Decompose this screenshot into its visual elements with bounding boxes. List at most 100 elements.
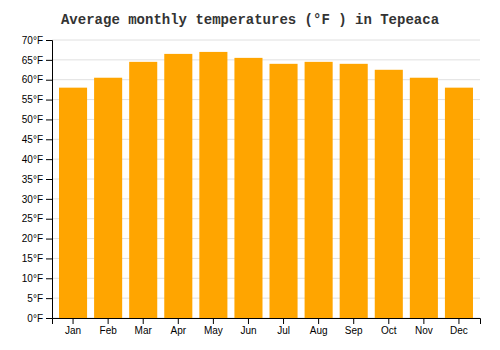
y-tick-label: 70°F [22, 35, 43, 46]
x-tick-label: Dec [450, 325, 468, 336]
y-tick-mark [46, 278, 52, 279]
y-tick: 60°F [22, 74, 52, 85]
y-tick: 50°F [22, 114, 52, 125]
grid [52, 40, 480, 318]
chart-svg: 0°F 5°F 10°F 15°F 20°F 25°F 30°F 35°F 40°F 45°F 50… [0, 0, 500, 350]
y-tick: 40°F [22, 154, 52, 165]
y-tick: 35°F [22, 174, 52, 185]
y-axis: 0°F 5°F 10°F 15°F 20°F 25°F 30°F 35°F 40°F 45°F 50… [22, 35, 53, 324]
bar [234, 58, 262, 318]
y-axis-line [46, 41, 53, 319]
y-tick: 70°F [22, 35, 52, 46]
y-tick-label: 55°F [22, 94, 43, 105]
chart-container: 0°F 5°F 10°F 15°F 20°F 25°F 30°F 35°F 40°F 45°F 50… [0, 0, 500, 350]
y-tick-label: 45°F [22, 134, 43, 145]
x-tick-label: Jan [65, 325, 81, 336]
x-tick-mark [248, 318, 249, 324]
x-tick-label: Mar [135, 325, 153, 336]
x-tick: May [204, 318, 223, 336]
x-tick: Aug [310, 318, 328, 336]
x-tick-mark [178, 318, 179, 324]
y-tick: 5°F [27, 293, 52, 304]
x-tick-label: Oct [381, 325, 397, 336]
x-tick-label: Nov [415, 325, 433, 336]
y-tick: 65°F [22, 55, 52, 66]
y-tick-mark [46, 139, 52, 140]
x-tick: Dec [450, 318, 468, 336]
x-tick-mark [213, 318, 214, 324]
x-tick-mark [458, 318, 459, 324]
x-tick: Jul [277, 318, 290, 336]
x-tick: Apr [171, 318, 187, 336]
x-tick-label: Sep [345, 325, 363, 336]
chart-title: Average monthly temperatures (°F ) in Te… [61, 12, 440, 28]
y-tick-mark [46, 179, 52, 180]
y-tick-label: 65°F [22, 55, 43, 66]
x-tick: Mar [135, 318, 153, 336]
y-tick: 10°F [22, 273, 52, 284]
y-tick-label: 5°F [27, 293, 43, 304]
bar [129, 62, 157, 318]
y-tick: 45°F [22, 134, 52, 145]
x-tick-mark [283, 318, 284, 324]
y-tick-mark [46, 119, 52, 120]
bar [445, 88, 473, 318]
y-tick: 0°F [27, 313, 52, 324]
bar [59, 88, 87, 318]
x-axis: Jan Feb Mar Apr May Jun Jul Aug Sep Oct Nov Dec [53, 318, 481, 336]
y-tick: 55°F [22, 94, 52, 105]
x-tick-label: May [204, 325, 223, 336]
bar [270, 64, 298, 318]
y-tick-label: 50°F [22, 114, 43, 125]
x-tick-mark [353, 318, 354, 324]
x-tick-mark [423, 318, 424, 324]
grid-line [52, 59, 480, 60]
bar [199, 52, 227, 318]
y-tick-mark [46, 298, 52, 299]
bars [59, 52, 473, 318]
y-tick-label: 40°F [22, 154, 43, 165]
x-tick: Jun [240, 318, 256, 336]
x-tick-label: Jun [240, 325, 256, 336]
bar [410, 78, 438, 318]
x-tick-mark [318, 318, 319, 324]
y-tick: 15°F [22, 253, 52, 264]
x-tick-label: Aug [310, 325, 328, 336]
x-tick: Feb [100, 318, 118, 336]
y-tick-mark [46, 80, 52, 81]
grid-line [52, 40, 480, 41]
y-tick-label: 15°F [22, 253, 43, 264]
x-tick-mark [108, 318, 109, 324]
x-tick: Sep [345, 318, 363, 336]
plot-area: 0°F 5°F 10°F 15°F 20°F 25°F 30°F 35°F 40°F 45°F 50… [22, 35, 481, 336]
y-tick-label: 0°F [27, 313, 43, 324]
y-tick-mark [46, 100, 52, 101]
y-tick: 25°F [22, 213, 52, 224]
y-tick-mark [46, 199, 52, 200]
y-tick-mark [46, 239, 52, 240]
x-tick: Oct [381, 318, 397, 336]
x-tick-label: Apr [171, 325, 187, 336]
y-tick-label: 30°F [22, 194, 43, 205]
y-tick-mark [46, 40, 52, 41]
y-tick-mark [46, 318, 52, 319]
y-tick: 30°F [22, 194, 52, 205]
y-tick-mark [46, 258, 52, 259]
x-axis-line [53, 319, 481, 325]
x-tick-mark [143, 318, 144, 324]
y-tick-mark [46, 219, 52, 220]
bar [340, 64, 368, 318]
x-tick: Jan [65, 318, 81, 336]
y-tick-label: 20°F [22, 233, 43, 244]
y-tick-label: 60°F [22, 74, 43, 85]
y-tick-label: 10°F [22, 273, 43, 284]
y-tick: 20°F [22, 233, 52, 244]
y-tick-label: 25°F [22, 213, 43, 224]
bar [305, 62, 333, 318]
y-tick-label: 35°F [22, 174, 43, 185]
bar [94, 78, 122, 318]
y-tick-mark [46, 159, 52, 160]
x-tick: Nov [415, 318, 433, 336]
x-tick-label: Jul [277, 325, 290, 336]
x-tick-label: Feb [100, 325, 118, 336]
